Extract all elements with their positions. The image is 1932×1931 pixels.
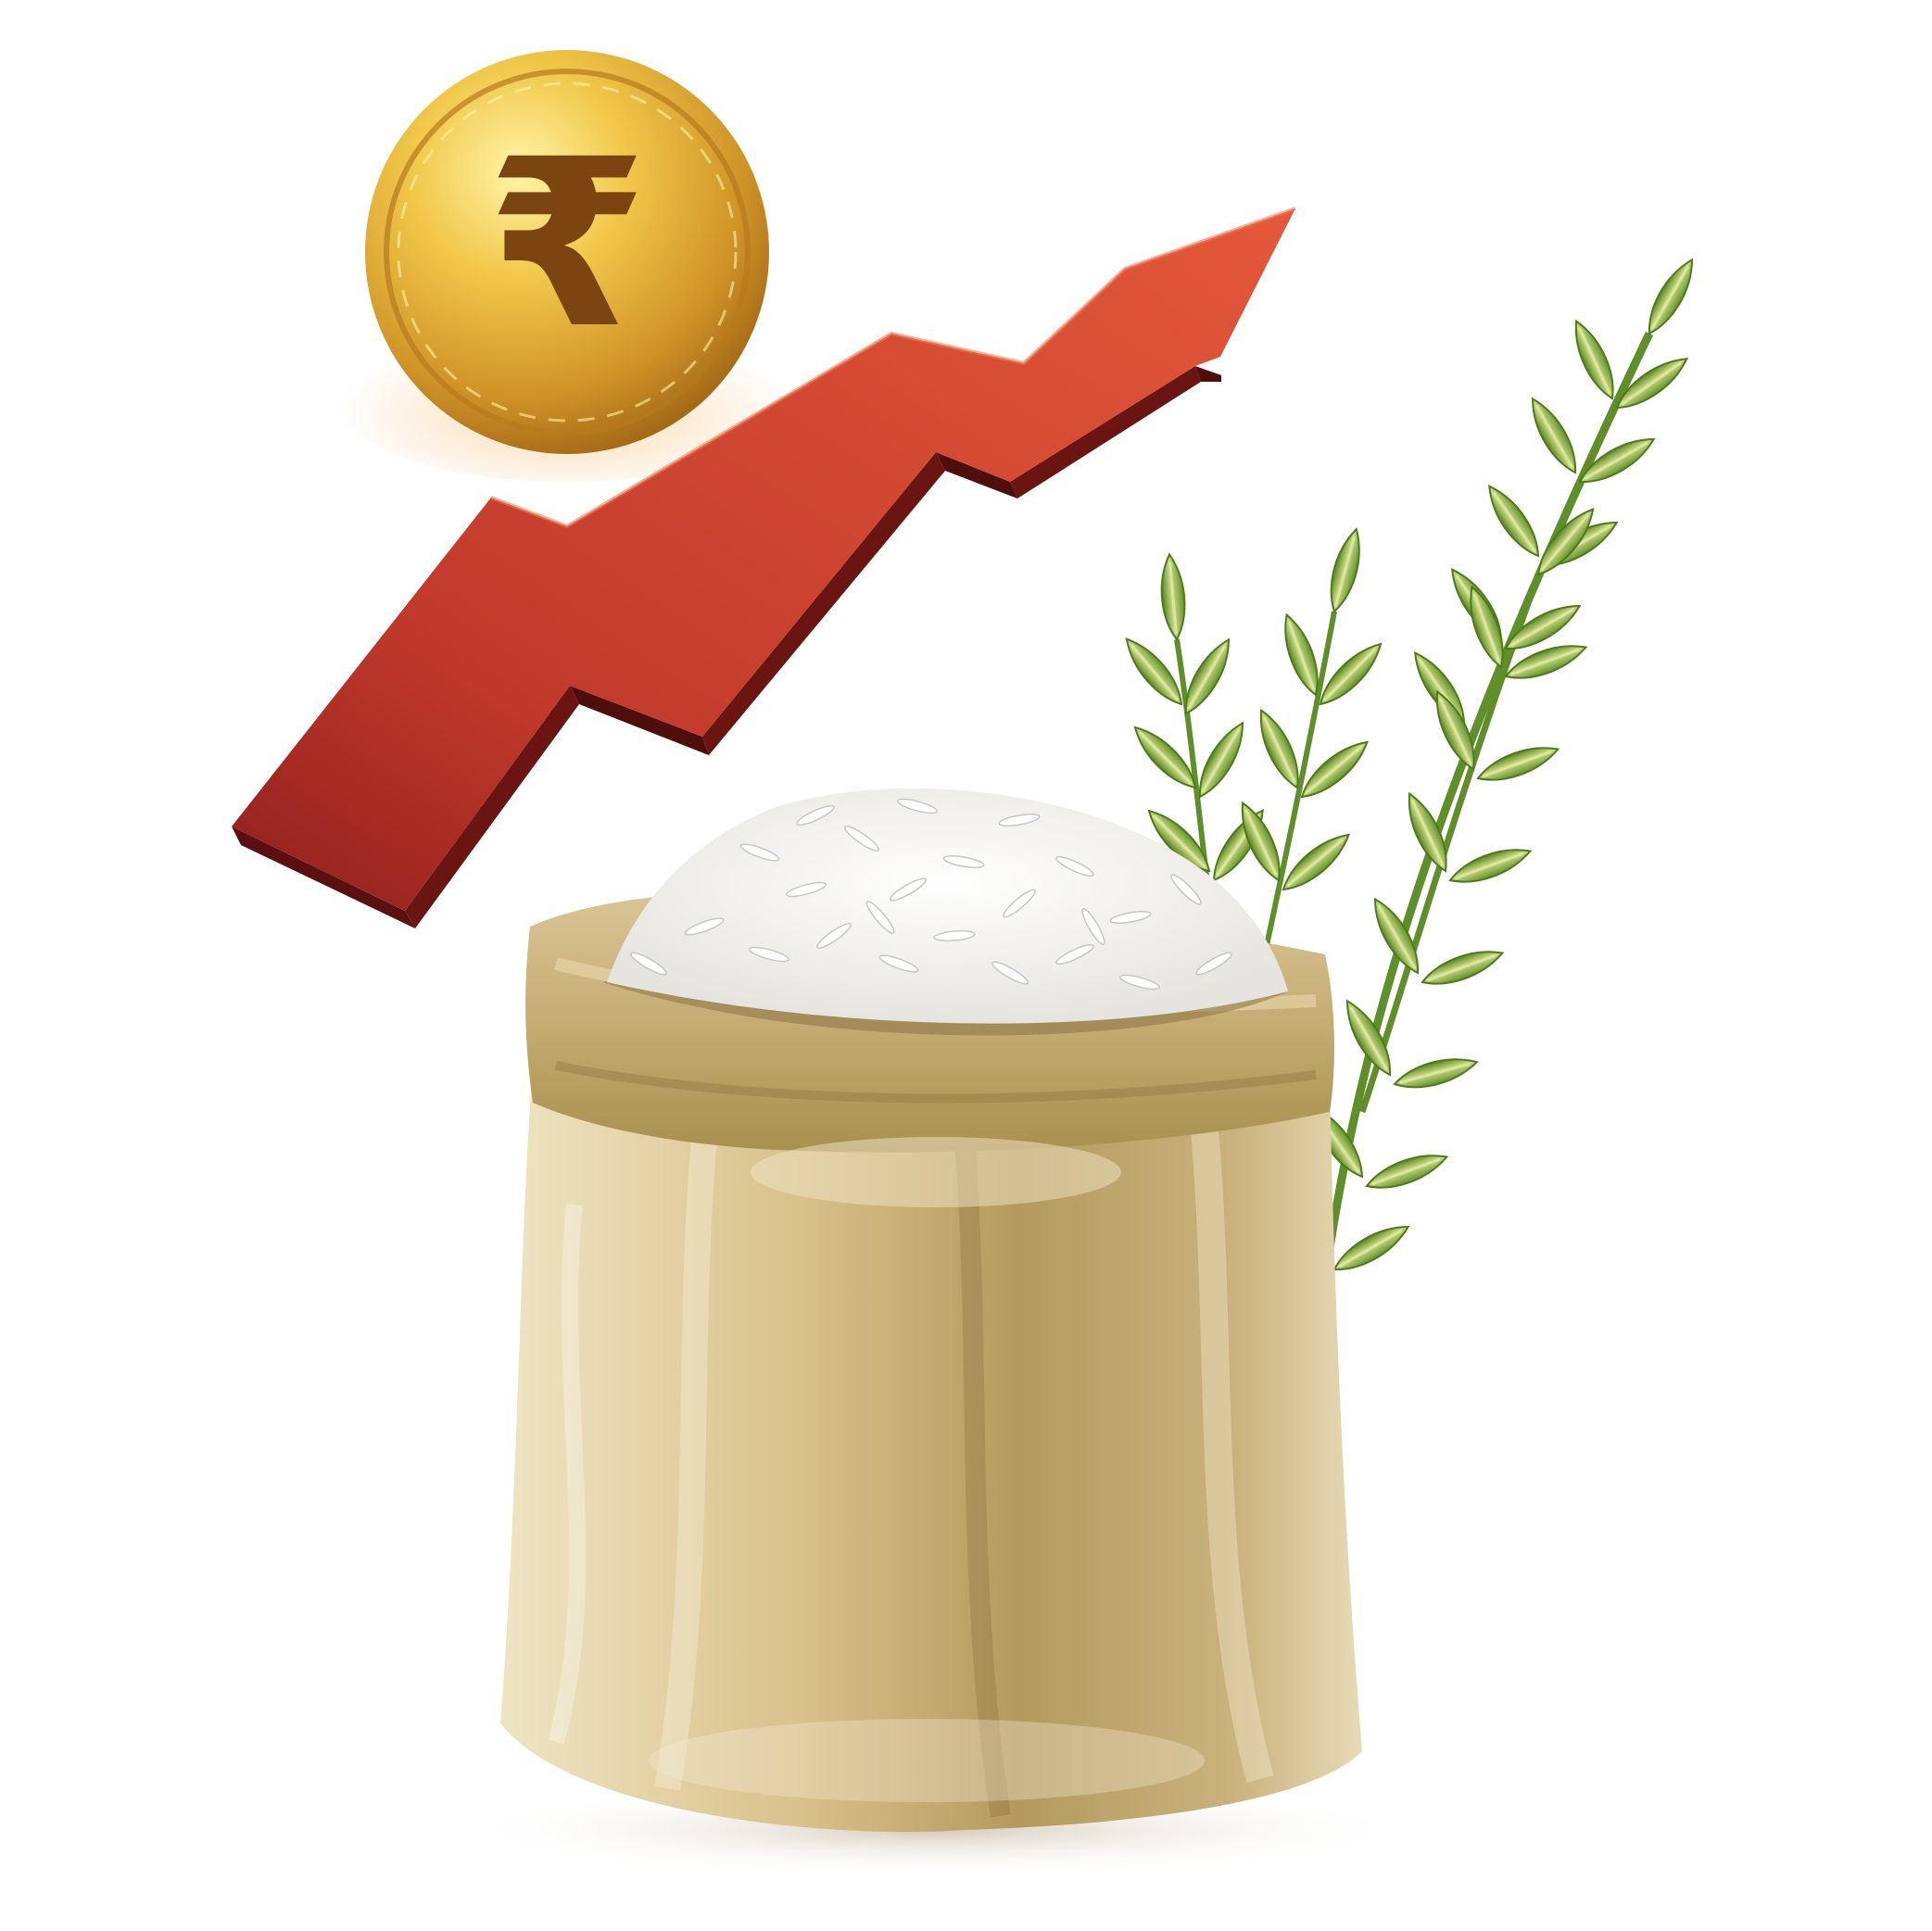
arrow-up-trend-icon — [232, 207, 1296, 928]
rice-sack-icon — [500, 788, 1362, 1833]
rupee-symbol: ₹ — [486, 109, 648, 379]
rupee-coin-icon: ₹ — [335, 50, 799, 482]
